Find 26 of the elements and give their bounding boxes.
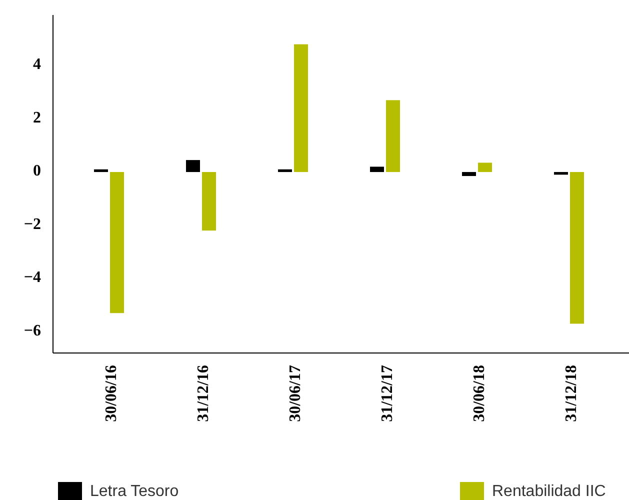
- y-tick-label: 2: [33, 109, 41, 126]
- x-tick-label: 31/12/17: [379, 365, 396, 422]
- x-tick-label: 31/12/16: [195, 365, 212, 422]
- bar: [278, 169, 292, 172]
- bar: [386, 100, 400, 172]
- legend-label: Rentabilidad IIC: [492, 483, 606, 500]
- y-tick-label: 4: [33, 56, 41, 74]
- y-tick-label: 0: [33, 162, 41, 180]
- bar: [478, 162, 492, 172]
- y-tick-label: −4: [24, 269, 41, 286]
- x-tick-label: 30/06/18: [471, 365, 488, 422]
- bar: [462, 172, 476, 176]
- bar: [110, 172, 124, 314]
- bar: [94, 169, 108, 172]
- x-tick-label: 30/06/17: [287, 365, 304, 422]
- y-tick-label: −6: [24, 322, 41, 340]
- x-tick-label: 31/12/18: [563, 365, 580, 422]
- bar: [570, 172, 584, 324]
- bar: [186, 160, 200, 172]
- bar: [202, 172, 216, 231]
- legend-label: Letra Tesoro: [90, 483, 179, 500]
- bar: [554, 172, 568, 175]
- y-tick-label: −2: [24, 216, 41, 233]
- bar: [294, 44, 308, 172]
- bar: [370, 166, 384, 172]
- x-tick-label: 30/06/16: [103, 365, 120, 422]
